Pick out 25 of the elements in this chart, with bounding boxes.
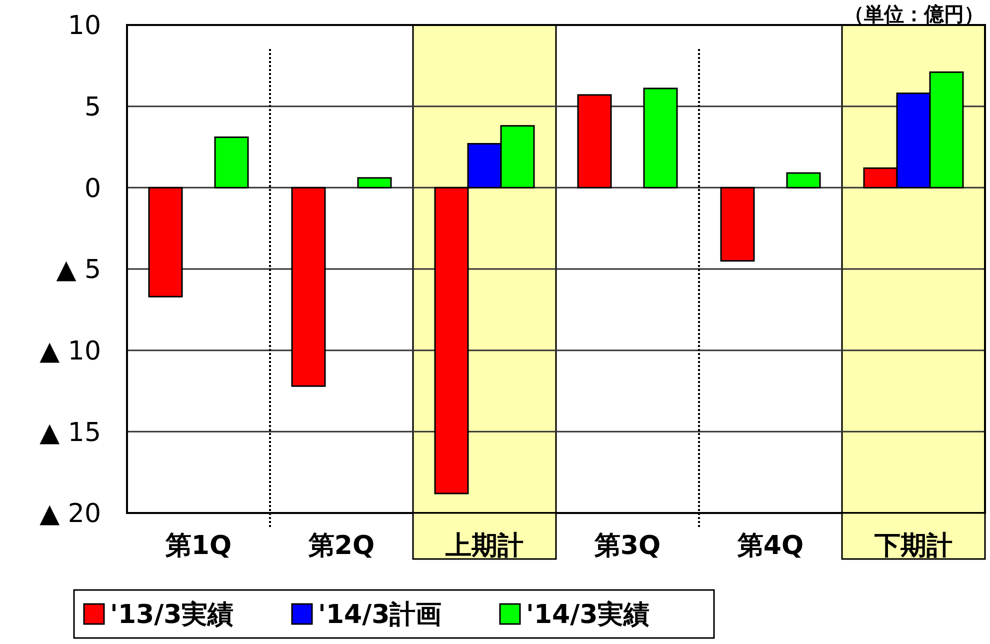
bar xyxy=(214,136,249,188)
legend-label: '13/3実績 xyxy=(110,600,234,630)
y-tick-label: ▲ 15 xyxy=(40,418,101,448)
legend-label: '14/3計画 xyxy=(318,600,442,630)
y-tick-label: ▲ 5 xyxy=(56,255,101,286)
bar xyxy=(148,186,183,298)
x-tick-label: 第4Q xyxy=(736,531,804,562)
y-tick-label: 10 xyxy=(68,11,101,42)
y-tick-label: ▲ 20 xyxy=(40,499,101,530)
y-tick-label: 0 xyxy=(84,174,101,204)
bar xyxy=(577,94,612,188)
x-tick-label: 第3Q xyxy=(593,531,661,562)
x-tick-label: 上期計 xyxy=(444,531,524,562)
x-tick-label: 第2Q xyxy=(307,531,375,562)
bar xyxy=(786,172,821,188)
y-tick-label: ▲ 10 xyxy=(40,336,101,366)
x-tick-label: 第1Q xyxy=(164,531,232,562)
y-tick-label: 5 xyxy=(84,92,101,122)
annotation: （単位：億円） xyxy=(844,2,984,26)
x-tick-label: 下期計 xyxy=(874,531,952,562)
bar xyxy=(357,177,392,188)
bar xyxy=(291,186,326,387)
bar xyxy=(720,186,755,262)
bar xyxy=(643,88,678,188)
legend-label: '14/3実績 xyxy=(526,600,650,630)
